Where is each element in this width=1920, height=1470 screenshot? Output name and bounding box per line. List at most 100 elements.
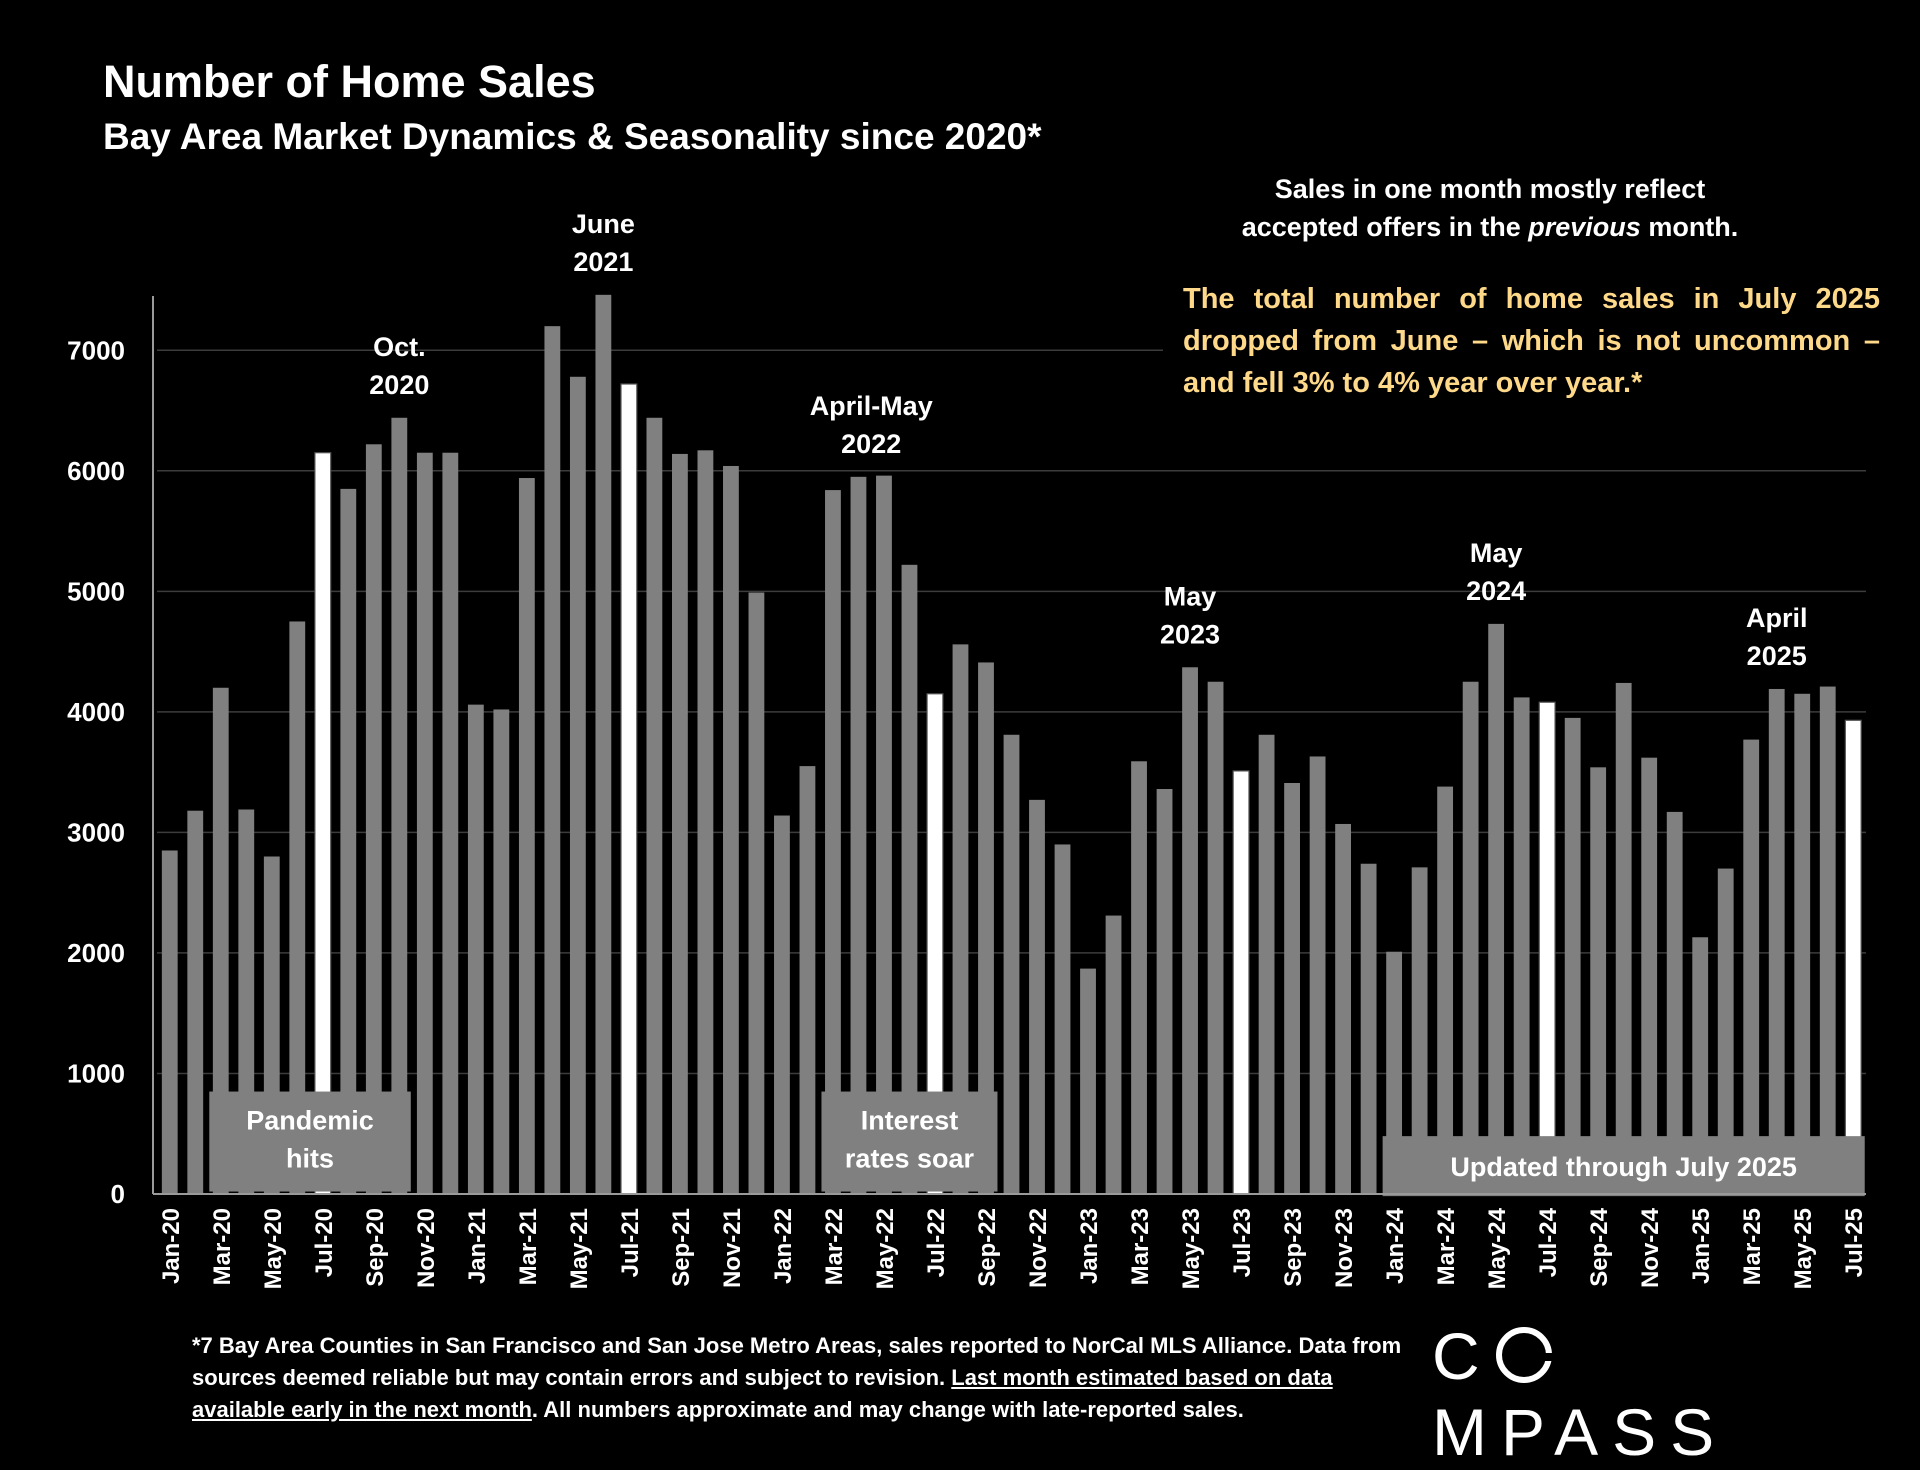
y-tick-label: 1000: [67, 1058, 125, 1088]
callout-boxes: Pandemic hits Interest rates soar Updated th…: [209, 1091, 1865, 1197]
y-tick-label: 5000: [67, 576, 125, 606]
bar-apr-24: [1462, 681, 1479, 1194]
x-tick-label: Nov-20: [413, 1208, 440, 1288]
callout-label: Interest: [861, 1106, 959, 1136]
logo-letter-c: C: [1432, 1319, 1494, 1393]
bar-jan-24: [1386, 951, 1403, 1194]
annotation-label: April-May: [810, 391, 933, 421]
key-takeaway: The total number of home sales in July 2…: [1163, 272, 1900, 410]
y-tick-label: 3000: [67, 817, 125, 847]
bar-mar-21: [518, 478, 535, 1195]
x-tick-label: May-25: [1790, 1208, 1817, 1289]
axes: 0 1000 2000 3000 4000 5000 6000 7000 Jan-20 Mar-2…: [67, 296, 1868, 1289]
annotation-label: June: [572, 209, 635, 239]
x-tick-label: Mar-22: [821, 1208, 848, 1285]
footnote-text-end: . All numbers approximate and may change…: [531, 1397, 1244, 1422]
x-tick-label: Jul-20: [311, 1208, 338, 1277]
note-line-2-end: month.: [1640, 212, 1739, 242]
y-tick-label: 6000: [67, 456, 125, 486]
callout-box-0: [209, 1091, 411, 1192]
bar-may-25: [1794, 693, 1811, 1194]
x-tick-label: Jan-24: [1382, 1207, 1409, 1284]
logo-o-ring-icon: [1495, 1327, 1554, 1383]
callout-label: rates soar: [845, 1144, 975, 1174]
bar-dec-23: [1360, 863, 1377, 1194]
chart-title: Number of Home Sales: [103, 56, 596, 107]
note-line-2-start: accepted offers in the: [1241, 212, 1529, 242]
x-tick-label: Jan-25: [1688, 1208, 1715, 1284]
footnote-text: *7 Bay Area Counties in San Francisco an…: [192, 1333, 1402, 1390]
bar-oct-23: [1309, 756, 1326, 1194]
footnote-underlined: Last month estimated based on data avail…: [192, 1365, 1333, 1422]
x-tick-label: May-20: [260, 1208, 287, 1289]
x-tick-label: Jul-22: [923, 1208, 950, 1277]
bar-apr-22: [850, 476, 867, 1194]
bar-may-23: [1182, 667, 1198, 1194]
x-tick-label: Jul-23: [1229, 1208, 1256, 1277]
x-tick-label: Jan-22: [770, 1208, 797, 1284]
x-tick-label: Sep-24: [1586, 1207, 1613, 1286]
bar-sep-23: [1284, 782, 1300, 1194]
x-tick-label: Mar-21: [515, 1208, 542, 1285]
y-tick-label: 2000: [67, 938, 125, 968]
x-tick-label: Nov-21: [719, 1208, 746, 1288]
bar-feb-20: [187, 810, 204, 1194]
bar-jan-20: [161, 850, 178, 1194]
note-line-2: accepted offers in the previous month.: [1180, 208, 1800, 246]
bar-nov-21: [723, 465, 739, 1195]
bar-dec-20: [442, 452, 459, 1195]
bar-oct-20: [391, 417, 408, 1194]
bar-mar-25: [1743, 739, 1760, 1194]
bar-nov-22: [1029, 799, 1045, 1194]
chart-subtitle: Bay Area Market Dynamics & Seasonality s…: [103, 116, 1042, 157]
compass-logo: CMPASS: [1432, 1318, 1842, 1470]
bar-jul-20: [314, 452, 332, 1195]
bar-oct-22: [1003, 734, 1020, 1194]
annotation-label: 2020: [369, 370, 429, 400]
annotation-label: May: [1164, 581, 1217, 611]
y-tick-label: 7000: [67, 335, 125, 365]
annotation-label: May: [1470, 538, 1523, 568]
bar-jan-21: [467, 704, 484, 1194]
bar-jan-22: [774, 815, 790, 1194]
bar-apr-25: [1768, 688, 1785, 1194]
x-tick-label: Nov-23: [1331, 1208, 1358, 1288]
bar-mar-23: [1131, 761, 1147, 1194]
note-line-1: Sales in one month mostly reflect: [1274, 174, 1706, 204]
callout-box-2: [1382, 1136, 1865, 1197]
annotation-label: 2022: [841, 429, 901, 459]
seasonality-note: Sales in one month mostly reflect accept…: [1180, 170, 1800, 246]
note-emphasis: previous: [1528, 212, 1641, 242]
bar-may-22: [876, 475, 892, 1194]
bar-nov-20: [416, 452, 433, 1195]
bar-nov-23: [1335, 823, 1352, 1194]
bar-jan-23: [1080, 968, 1096, 1194]
bar-jun-25: [1819, 686, 1836, 1194]
bar-sep-22: [978, 662, 994, 1194]
annotation-label: 2023: [1160, 619, 1220, 649]
annotation-label: 2021: [573, 247, 633, 277]
x-tick-label: May-21: [566, 1208, 593, 1289]
annotation-label: April: [1746, 603, 1808, 633]
bar-mar-20: [212, 687, 229, 1194]
annotation-label: 2024: [1466, 576, 1526, 606]
x-tick-label: Jul-25: [1841, 1208, 1868, 1277]
bar-mar-22: [825, 490, 841, 1194]
bar-feb-22: [799, 766, 816, 1194]
peak-annotations: Oct. 2020 June 2021 April-May 2022 May 2023 May 2…: [369, 209, 1807, 671]
x-tick-label: Mar-24: [1433, 1207, 1460, 1285]
y-tick-label: 4000: [67, 697, 125, 727]
x-tick-label: Jul-24: [1535, 1207, 1562, 1277]
x-tick-label: May-22: [872, 1208, 899, 1289]
home-sales-chart: Pandemic hits Interest rates soar Updated th…: [67, 209, 1868, 1290]
bar-dec-24: [1666, 811, 1683, 1194]
x-tick-label: Jan-21: [464, 1208, 491, 1284]
x-tick-label: Mar-23: [1127, 1208, 1154, 1285]
x-tick-label: Jan-23: [1076, 1208, 1103, 1284]
x-tick-label: Sep-22: [974, 1208, 1001, 1287]
bar-mar-24: [1437, 786, 1454, 1194]
bar-feb-24: [1411, 867, 1428, 1194]
bar-sep-21: [671, 453, 688, 1195]
bar-oct-24: [1615, 682, 1632, 1194]
x-tick-label: Sep-20: [362, 1208, 389, 1287]
